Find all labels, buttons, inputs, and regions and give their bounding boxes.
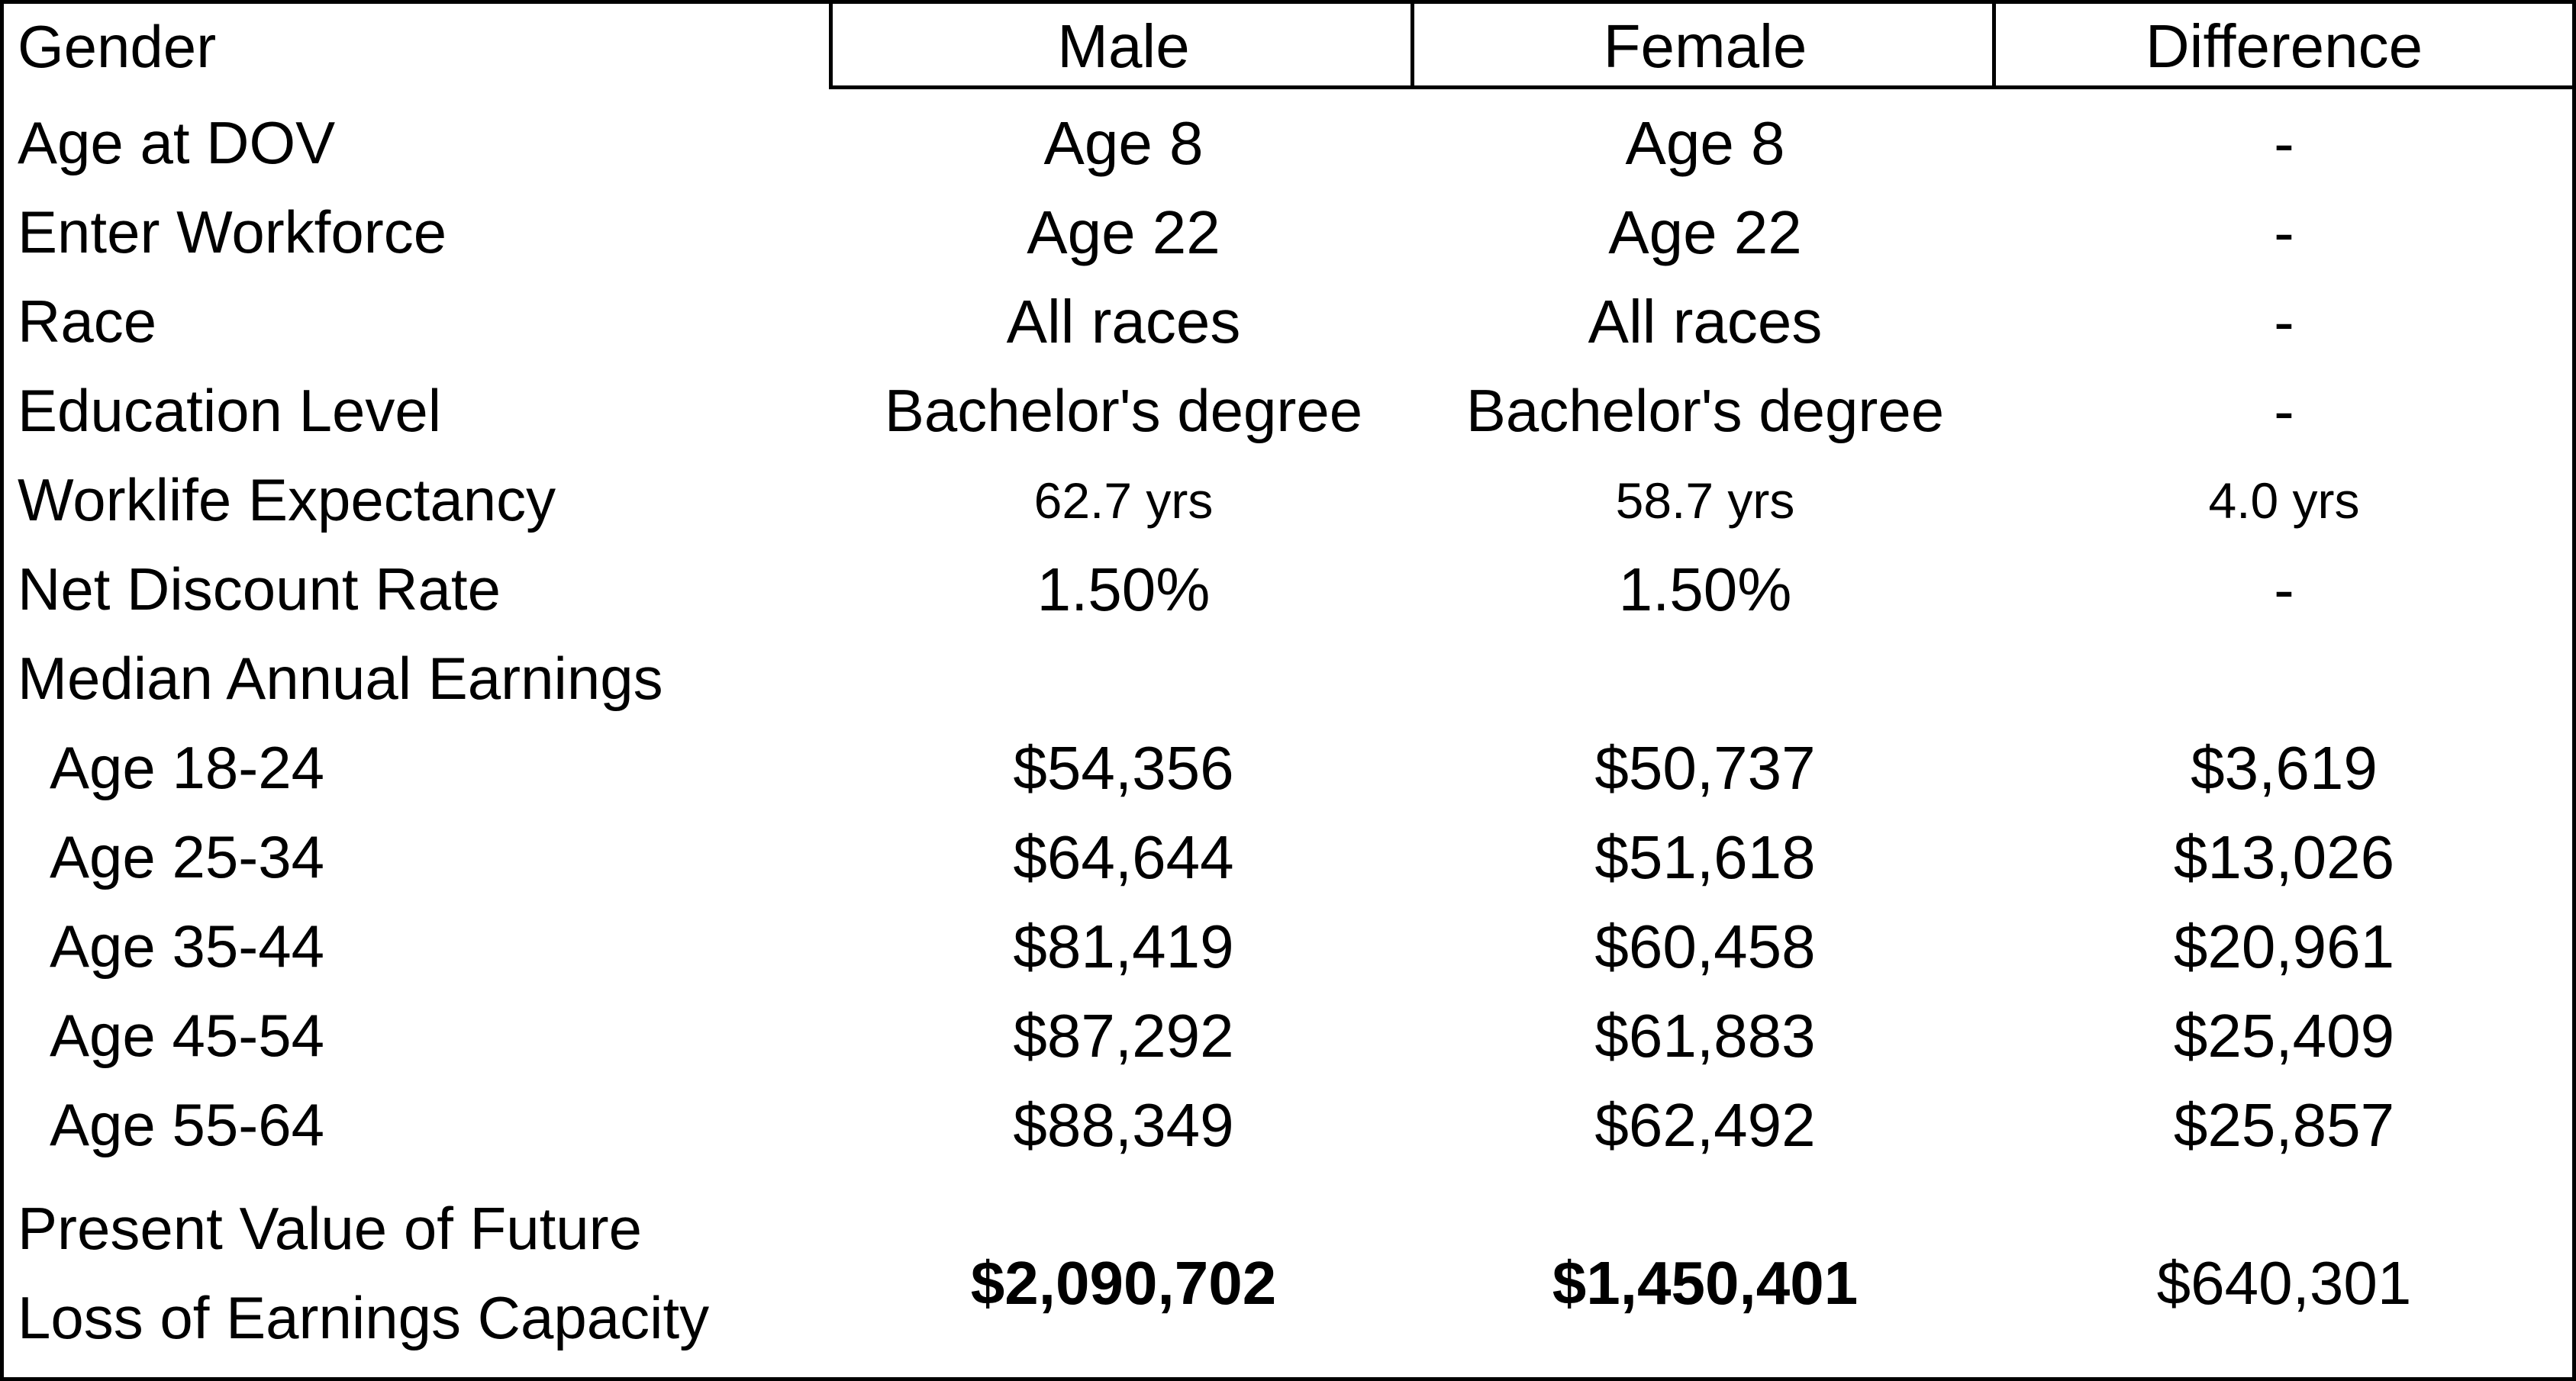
header-row: Gender Male Female Difference — [4, 4, 2572, 89]
header-male: Male — [1057, 12, 1190, 80]
difference-value: - — [2274, 555, 2294, 623]
section-label: Median Annual Earnings — [18, 645, 663, 712]
age-band-label: Age 35-44 — [50, 913, 324, 980]
difference-value: $20,961 — [2173, 912, 2395, 980]
header-female: Female — [1603, 12, 1807, 80]
female-value: Bachelor's degree — [1465, 377, 1945, 444]
age-band-label: Age 55-64 — [50, 1091, 324, 1158]
male-value: Age 22 — [1027, 198, 1220, 266]
age-band-label: Age 45-54 — [50, 1002, 324, 1069]
female-value: Age 22 — [1608, 198, 1802, 266]
total-label-line2: Loss of Earnings Capacity — [18, 1284, 710, 1351]
header-box — [829, 4, 2572, 89]
row-label: Education Level — [18, 377, 442, 444]
table-row: Race All races All races - — [4, 277, 2572, 366]
female-value: All races — [1588, 287, 1823, 356]
header-divider — [1411, 4, 1414, 89]
female-value: Age 8 — [1625, 108, 1785, 177]
difference-value: $25,857 — [2173, 1090, 2395, 1159]
male-total: $2,090,702 — [970, 1249, 1277, 1317]
table-row: Education Level Bachelor's degree Bachel… — [4, 366, 2572, 456]
female-value: 58.7 yrs — [1615, 472, 1795, 529]
age-band-label: Age 25-34 — [50, 823, 324, 890]
difference-value: $25,409 — [2173, 1001, 2395, 1070]
table-row: Age at DOV Age 8 Age 8 - — [4, 98, 2572, 188]
female-value: 1.50% — [1618, 555, 1792, 623]
difference-value: 4.0 yrs — [2208, 472, 2360, 529]
difference-total: $640,301 — [2156, 1249, 2412, 1317]
difference-value: $3,619 — [2191, 733, 2378, 802]
table-row: Worklife Expectancy 62.7 yrs 58.7 yrs 4.… — [4, 456, 2572, 545]
row-label: Enter Workforce — [18, 198, 447, 266]
female-value: $51,618 — [1594, 822, 1816, 891]
header-divider — [1992, 4, 1996, 89]
section-row: Median Annual Earnings — [4, 634, 2572, 723]
age-band-label: Age 18-24 — [50, 734, 324, 801]
male-value: $88,349 — [1013, 1090, 1234, 1159]
female-value: $50,737 — [1594, 733, 1816, 802]
male-value: Age 8 — [1043, 108, 1204, 177]
total-label-line1: Present Value of Future — [18, 1195, 643, 1262]
male-value: $81,419 — [1013, 912, 1234, 980]
table-row: Age 18-24 $54,356 $50,737 $3,619 — [4, 723, 2572, 813]
header-difference: Difference — [2145, 12, 2423, 80]
difference-value: - — [2274, 108, 2294, 177]
difference-value: - — [2274, 287, 2294, 356]
row-label: Race — [18, 288, 157, 355]
female-value: $61,883 — [1594, 1001, 1816, 1070]
table-row: Age 45-54 $87,292 $61,883 $25,409 — [4, 991, 2572, 1080]
table-row: Age 35-44 $81,419 $60,458 $20,961 — [4, 902, 2572, 991]
difference-value: - — [2274, 198, 2294, 266]
table-row: Enter Workforce Age 22 Age 22 - — [4, 188, 2572, 277]
male-value: $87,292 — [1013, 1001, 1234, 1070]
total-row: Present Value of Future Loss of Earnings… — [4, 1194, 2572, 1373]
male-value: 62.7 yrs — [1033, 472, 1214, 529]
table-row: Age 55-64 $88,349 $62,492 $25,857 — [4, 1080, 2572, 1170]
header-label: Gender — [18, 12, 217, 80]
male-value: $64,644 — [1013, 822, 1234, 891]
table-row: Age 25-34 $64,644 $51,618 $13,026 — [4, 813, 2572, 902]
female-value: $62,492 — [1594, 1090, 1816, 1159]
female-value: $60,458 — [1594, 912, 1816, 980]
male-value: All races — [1006, 287, 1241, 356]
male-value: 1.50% — [1037, 555, 1211, 623]
female-total: $1,450,401 — [1552, 1249, 1859, 1317]
male-value: Bachelor's degree — [884, 377, 1363, 444]
table-row: Net Discount Rate 1.50% 1.50% - — [4, 545, 2572, 634]
male-value: $54,356 — [1013, 733, 1234, 802]
difference-value: $13,026 — [2173, 822, 2395, 891]
row-label: Net Discount Rate — [18, 555, 501, 623]
difference-value: - — [2274, 376, 2294, 445]
row-label: Age at DOV — [18, 109, 336, 176]
row-label: Worklife Expectancy — [18, 466, 556, 533]
